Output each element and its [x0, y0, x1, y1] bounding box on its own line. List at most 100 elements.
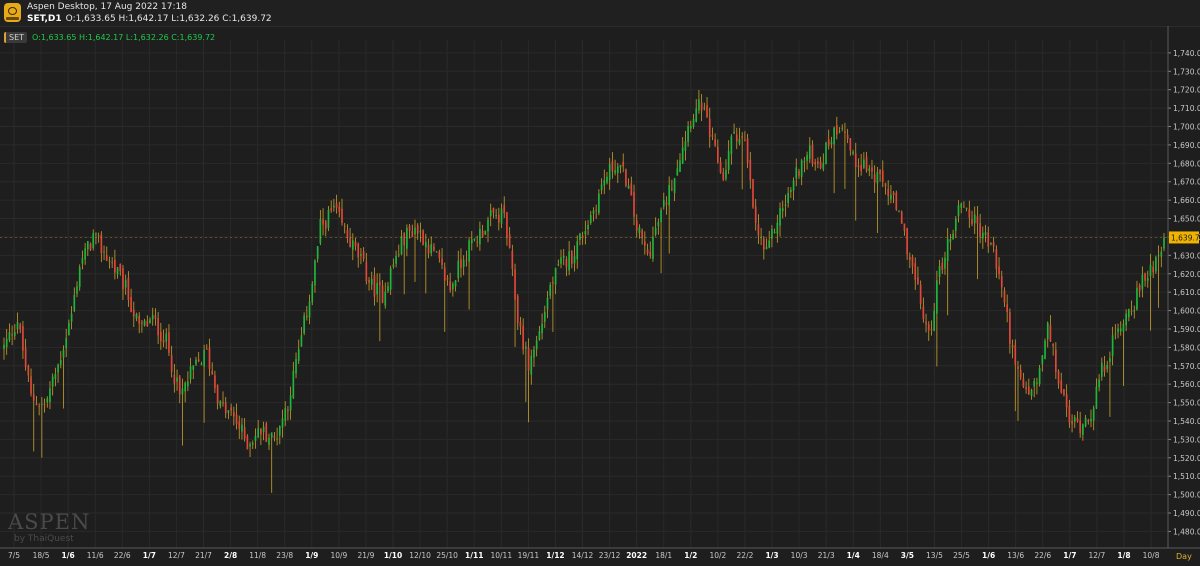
candle-down: [735, 134, 738, 142]
candle-down: [860, 164, 862, 172]
candle-down: [811, 144, 814, 164]
candle-down: [717, 146, 719, 163]
y-tick-label: 1,560.00: [1173, 380, 1200, 389]
candle-up: [1119, 328, 1122, 332]
symbol-tag[interactable]: SET: [4, 32, 28, 43]
candle-down: [427, 244, 430, 254]
candle-up: [822, 162, 825, 170]
candle-up: [1082, 424, 1084, 435]
candle-up: [1149, 264, 1152, 276]
candle-up: [333, 205, 335, 208]
candle-up: [538, 331, 541, 340]
candle-down: [141, 322, 143, 324]
candle-up: [3, 344, 5, 349]
candle-up: [589, 215, 592, 223]
candle-up: [487, 219, 489, 232]
candle-up: [981, 232, 984, 239]
candle-up: [1125, 313, 1127, 326]
candle-up: [376, 283, 378, 295]
candle-down: [214, 375, 216, 389]
x-tick-label: 22/6: [114, 551, 131, 560]
y-tick-label: 1,510.00: [1173, 472, 1200, 481]
candle-down: [854, 153, 857, 167]
candle-up: [730, 136, 733, 155]
y-tick-label: 1,700.00: [1173, 123, 1200, 132]
candle-down: [754, 206, 757, 224]
candle-down: [103, 251, 105, 253]
header-ohlc: O:1,633.65 H:1,642.17 L:1,632.26 C:1,639…: [65, 14, 272, 24]
candle-down: [403, 233, 406, 246]
candle-down: [1076, 418, 1079, 422]
candle-down: [706, 104, 708, 118]
candle-up: [573, 256, 576, 264]
candle-up: [462, 260, 465, 268]
candle-down: [357, 243, 360, 258]
candle-up: [960, 203, 963, 208]
candle-down: [635, 220, 638, 231]
candle-up: [868, 168, 871, 172]
candle-down: [630, 183, 633, 196]
candle-up: [660, 209, 662, 223]
candle-down: [208, 347, 211, 369]
candle-up: [195, 359, 197, 365]
candle-down: [927, 324, 930, 331]
candle-down: [644, 241, 646, 246]
candle-up: [1095, 386, 1098, 409]
candle-up: [84, 248, 86, 260]
candle-down: [246, 436, 249, 450]
candle-down: [641, 230, 643, 239]
candle-up: [608, 164, 611, 180]
candle-down: [138, 315, 141, 324]
candle-down: [324, 221, 327, 229]
candle-down: [892, 192, 895, 196]
candle-up: [8, 332, 11, 340]
x-tick-label: 1/11: [465, 551, 483, 560]
candle-up: [314, 260, 316, 286]
candle-up: [1030, 389, 1033, 397]
candle-down: [35, 403, 38, 406]
candle-up: [838, 131, 841, 133]
candlestick-chart[interactable]: 1,740.00 1,730.00 1,720.00 1,710.00 1,700.00…: [0, 26, 1200, 566]
candle-down: [114, 260, 116, 273]
x-tick-label: 11/8: [249, 551, 266, 560]
y-tick-label: 1,710.00: [1173, 104, 1200, 113]
candle-up: [479, 228, 481, 245]
chart-area[interactable]: 1,740.00 1,730.00 1,720.00 1,710.00 1,700.00…: [0, 26, 1200, 566]
x-tick-label: 10/9: [330, 551, 347, 560]
candle-down: [844, 131, 846, 134]
candle-up: [1073, 417, 1076, 422]
candle-up: [13, 332, 16, 336]
candle-down: [903, 223, 906, 231]
candle-up: [424, 241, 427, 248]
candle-up: [124, 279, 127, 288]
candle-up: [276, 438, 278, 440]
candle-down: [581, 235, 584, 238]
y-tick-label: 1,600.00: [1173, 307, 1200, 316]
candle-down: [168, 332, 170, 353]
y-tick-label: 1,540.00: [1173, 417, 1200, 426]
candle-down: [516, 296, 519, 324]
candle-up: [949, 239, 952, 243]
period-label[interactable]: Day: [1176, 552, 1192, 561]
candle-up: [108, 260, 111, 262]
candle-down: [449, 281, 451, 291]
candle-down: [416, 225, 419, 234]
aspen-logo-icon[interactable]: [4, 3, 21, 22]
candle-down: [1017, 366, 1019, 369]
candle-up: [800, 160, 803, 178]
candle-down: [132, 309, 135, 317]
y-tick-label: 1,620.00: [1173, 270, 1200, 279]
candle-up: [525, 346, 527, 349]
candle-up: [579, 233, 581, 240]
candle-down: [1003, 290, 1006, 303]
candle-up: [654, 227, 657, 235]
candle-down: [368, 280, 370, 283]
candle-up: [295, 358, 297, 374]
candle-up: [181, 388, 184, 395]
candle-up: [598, 193, 600, 213]
x-tick-label: 12/10: [409, 551, 431, 560]
y-tick-label: 1,490.00: [1173, 509, 1200, 518]
candle-up: [781, 208, 784, 212]
candle-down: [27, 365, 30, 376]
candle-down: [519, 322, 522, 327]
